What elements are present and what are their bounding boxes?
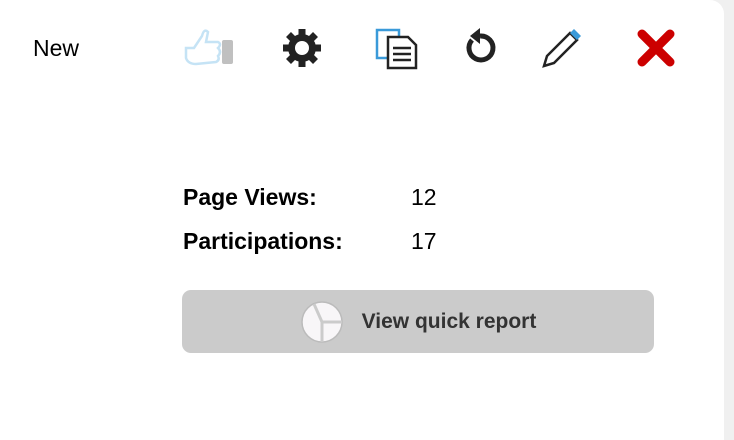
refresh-icon[interactable] xyxy=(458,26,502,70)
pencil-icon[interactable] xyxy=(538,26,582,70)
copy-icon[interactable] xyxy=(374,26,418,70)
page-views-row: Page Views: 12 xyxy=(183,184,437,228)
participations-row: Participations: 17 xyxy=(183,228,437,272)
stats: Page Views: 12 Participations: 17 xyxy=(183,184,437,272)
view-quick-report-button[interactable]: View quick report xyxy=(182,290,654,353)
participations-label: Participations: xyxy=(183,228,343,254)
page-views-value: 12 xyxy=(411,184,437,210)
pie-chart-icon xyxy=(300,300,343,343)
status-label: New xyxy=(33,35,80,61)
thumbs-up-icon[interactable] xyxy=(182,26,233,70)
page-views-label: Page Views: xyxy=(183,184,317,210)
participations-value: 17 xyxy=(411,228,437,254)
close-icon[interactable] xyxy=(634,26,678,70)
view-quick-report-label: View quick report xyxy=(361,309,537,333)
gear-icon[interactable] xyxy=(280,26,324,70)
